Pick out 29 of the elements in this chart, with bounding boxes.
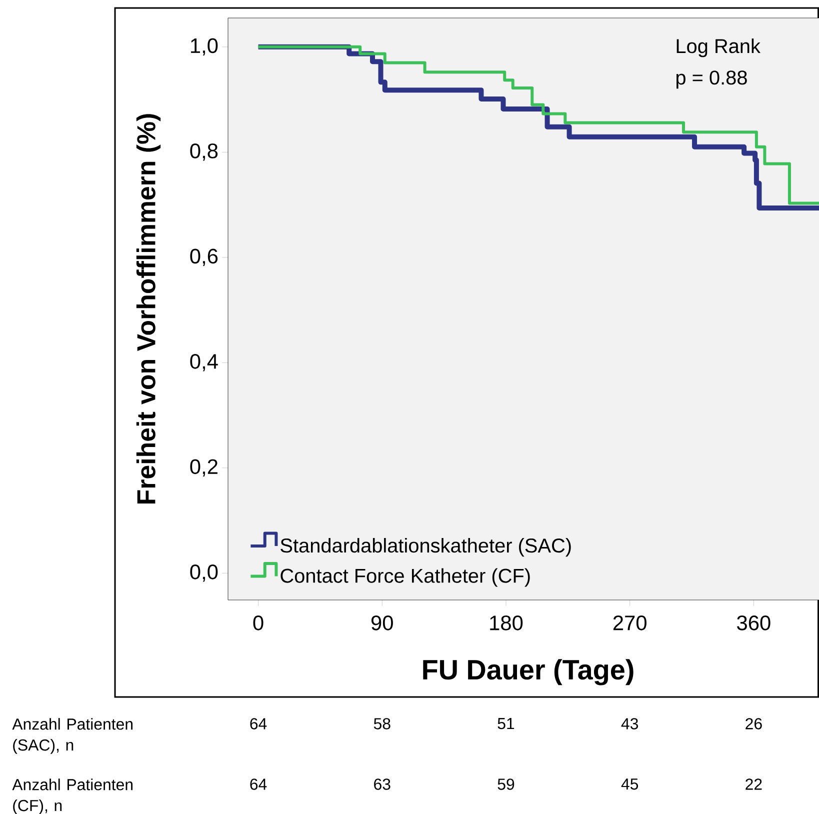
y-axis-title: Freiheit von Vorhofflimmern (%) <box>136 114 161 504</box>
x-tick-label: 0 <box>253 616 264 630</box>
legend-label: Standardablationskatheter (SAC) <box>280 538 571 557</box>
text: 58 <box>374 718 390 730</box>
text: 63 <box>374 778 390 790</box>
y-tick-label: 0,6 <box>190 248 218 266</box>
x-tick-label: 180 <box>490 616 523 630</box>
text: 51 <box>498 718 514 730</box>
annotation: p = 0.88 <box>676 70 747 89</box>
text: 59 <box>498 778 514 790</box>
y-tick-label: 0,0 <box>190 564 218 582</box>
y-tick-label: 0,4 <box>190 354 218 372</box>
text: 64 <box>250 718 267 730</box>
y-tick-label: 0,2 <box>190 459 218 477</box>
text: Anzahl Patienten (SAC), n <box>12 718 132 754</box>
annotation: Log Rank <box>676 38 760 58</box>
x-tick-label: 270 <box>613 616 646 630</box>
x-axis-title: FU Dauer (Tage) <box>423 659 634 686</box>
y-tick-label: 0,8 <box>190 144 218 161</box>
text: 22 <box>746 778 762 790</box>
legend-label: Contact Force Katheter (CF) <box>280 568 530 587</box>
text: 45 <box>621 778 638 790</box>
x-tick-label: 90 <box>371 616 393 630</box>
text: Anzahl Patienten (CF), n <box>12 778 132 814</box>
x-tick-label: 360 <box>737 616 770 630</box>
text: 26 <box>746 718 762 730</box>
text: 64 <box>250 778 267 790</box>
y-tick-label: 1,0 <box>190 38 218 56</box>
text: 43 <box>621 718 638 730</box>
